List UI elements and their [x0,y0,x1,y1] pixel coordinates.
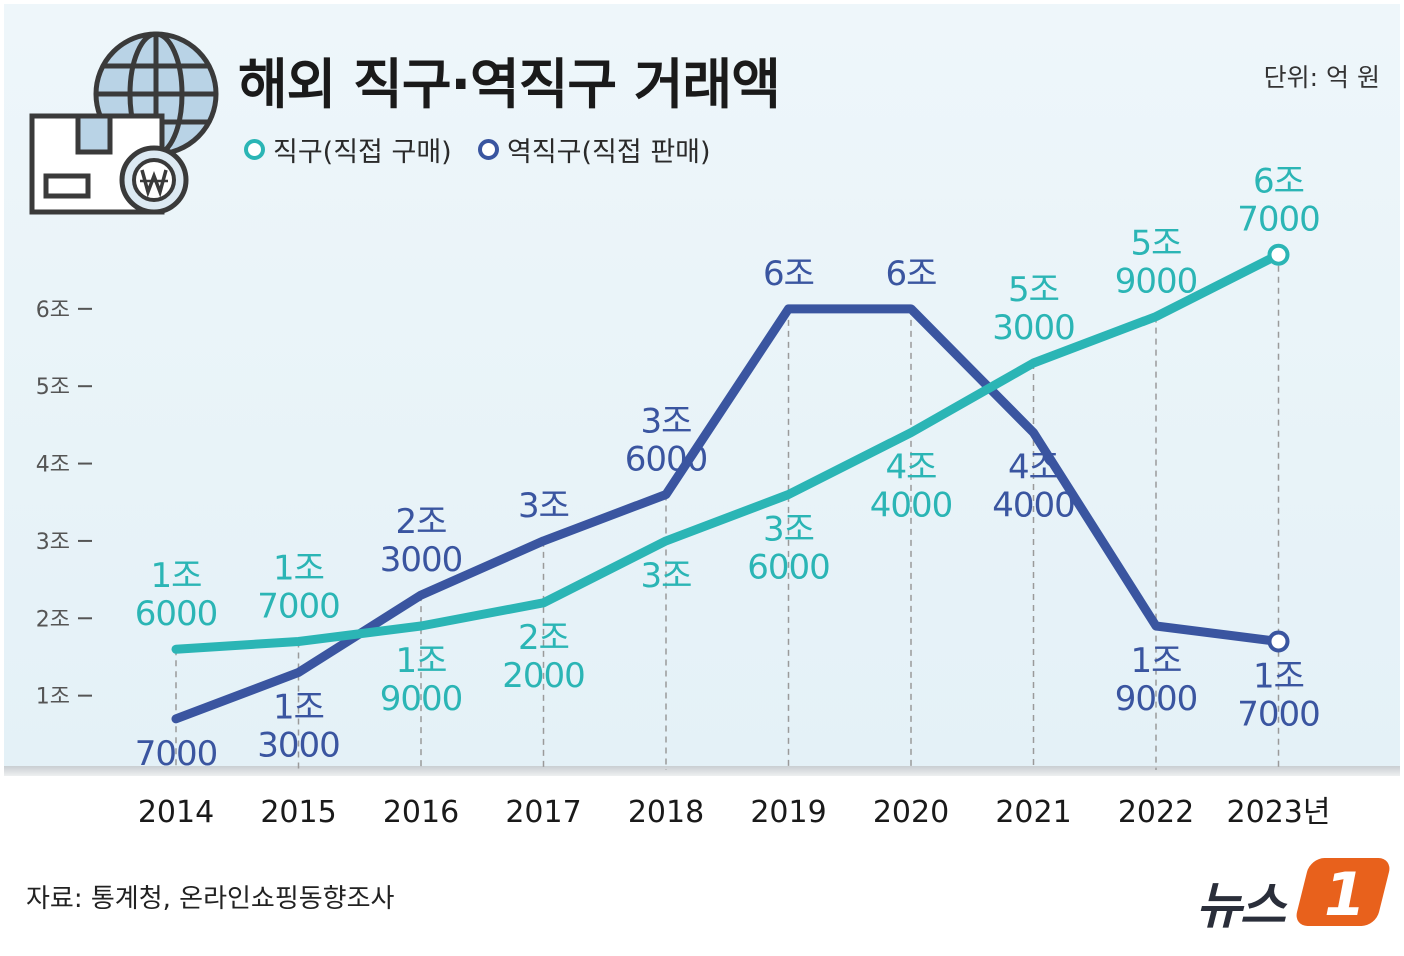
data-label-direct: 6000 [747,548,830,588]
data-label-direct: 3조 [763,510,814,550]
globe-parcel-won-icon [29,31,219,215]
data-label-reverse: 3조 [641,402,692,442]
data-label-direct: 2000 [502,656,585,696]
data-label-direct: 4조 [886,448,937,488]
data-point-reverse [1275,637,1283,645]
data-point-direct [662,537,670,545]
legend-marker-direct [244,139,265,160]
data-label-reverse: 9000 [1115,679,1198,719]
x-tick-label: 2018 [628,795,704,830]
data-label-direct: 5조 [1008,270,1059,310]
legend-label-reverse: 역직구(직접 판매) [507,137,711,168]
data-label-direct: 4000 [870,486,953,526]
data-point-reverse [417,591,425,599]
data-label-reverse: 1조 [1131,641,1182,681]
data-point-direct [1152,313,1160,321]
data-label-direct: 5조 [1131,224,1182,264]
series-line-direct [171,250,1283,654]
y-tick-label: 6조 [36,298,70,323]
data-label-reverse: 6000 [625,440,708,480]
data-label-direct: 6조 [1253,162,1304,202]
data-label-direct: 1조 [396,641,447,681]
data-label-reverse: 7000 [1237,694,1320,734]
data-point-direct [907,429,915,437]
data-point-direct [540,599,548,607]
legend-label-direct: 직구(직접 구매) [273,137,452,168]
data-label-reverse: 7000 [135,734,218,774]
data-point-direct [172,645,180,653]
x-tick-label: 2023년 [1227,795,1331,830]
unit-note: 단위: 억 원 [1263,63,1380,92]
y-tick-label: 1조 [36,685,70,710]
y-tick-label: 2조 [36,607,70,632]
data-label-direct: 3조 [641,556,692,596]
data-label-reverse: 1조 [1253,656,1304,696]
data-label-direct: 2조 [518,618,569,658]
data-label-reverse: 3000 [257,725,340,765]
data-label-reverse: 6조 [763,254,814,294]
logo-badge-number: 1 [1324,860,1366,930]
legend-marker-reverse [478,139,499,160]
x-tick-label: 2019 [750,795,826,830]
data-label-direct: 3000 [992,308,1075,348]
y-tick-label: 4조 [36,453,70,478]
x-tick-label: 2020 [873,795,949,830]
data-point-direct [417,622,425,630]
x-tick-label: 2017 [505,795,581,830]
data-label-direct: 6000 [135,594,218,634]
data-point-direct [1275,251,1283,259]
data-label-direct: 1조 [151,556,202,596]
data-point-direct [1030,359,1038,367]
data-point-direct [785,491,793,499]
x-tick-label: 2022 [1118,795,1194,830]
y-tick-label: 3조 [36,530,70,555]
data-point-reverse [295,668,303,676]
data-point-reverse [907,305,915,313]
data-label-direct: 7000 [257,586,340,626]
data-label-direct: 9000 [380,679,463,719]
data-point-reverse [785,305,793,313]
data-label-reverse: 4000 [992,486,1075,526]
data-label-reverse: 3조 [518,486,569,526]
chart-title: 해외 직구·역직구 거래액 [238,53,781,116]
data-label-direct: 1조 [273,548,324,588]
data-label-reverse: 6조 [886,254,937,294]
data-label-reverse: 4조 [1008,448,1059,488]
x-tick-label: 2016 [383,795,459,830]
legend-item-direct: 직구(직접 구매) [244,130,452,169]
x-tick-label: 2021 [995,795,1071,830]
data-point-reverse [172,715,180,723]
data-label-reverse: 1조 [273,687,324,727]
x-tick-label: 2014 [138,795,214,830]
data-point-reverse [1152,622,1160,630]
data-point-direct [295,637,303,645]
series-end-marker-direct [1267,243,1290,266]
x-tick-label: 2015 [260,795,336,830]
data-point-reverse [1030,429,1038,437]
data-point-reverse [540,537,548,545]
data-label-reverse: 3000 [380,540,463,580]
data-label-direct: 9000 [1115,262,1198,302]
panel-shadow [4,766,1400,776]
source-note: 자료: 통계청, 온라인쇼핑동향조사 [26,884,395,914]
series-end-marker-reverse [1267,630,1290,653]
logo-text: 뉴스 [1196,877,1286,935]
news1-logo: 뉴스 1 [1196,858,1393,935]
y-tick-label: 5조 [36,375,70,400]
data-point-reverse [662,491,670,499]
line-chart: 1조 2조 3조 4조 5조 6조 2014 2015 2016 2017 2018 2019 2020… [36,162,1331,830]
legend-item-reverse: 역직구(직접 판매) [478,130,711,169]
data-label-reverse: 2조 [396,502,447,542]
data-label-direct: 7000 [1237,200,1320,240]
